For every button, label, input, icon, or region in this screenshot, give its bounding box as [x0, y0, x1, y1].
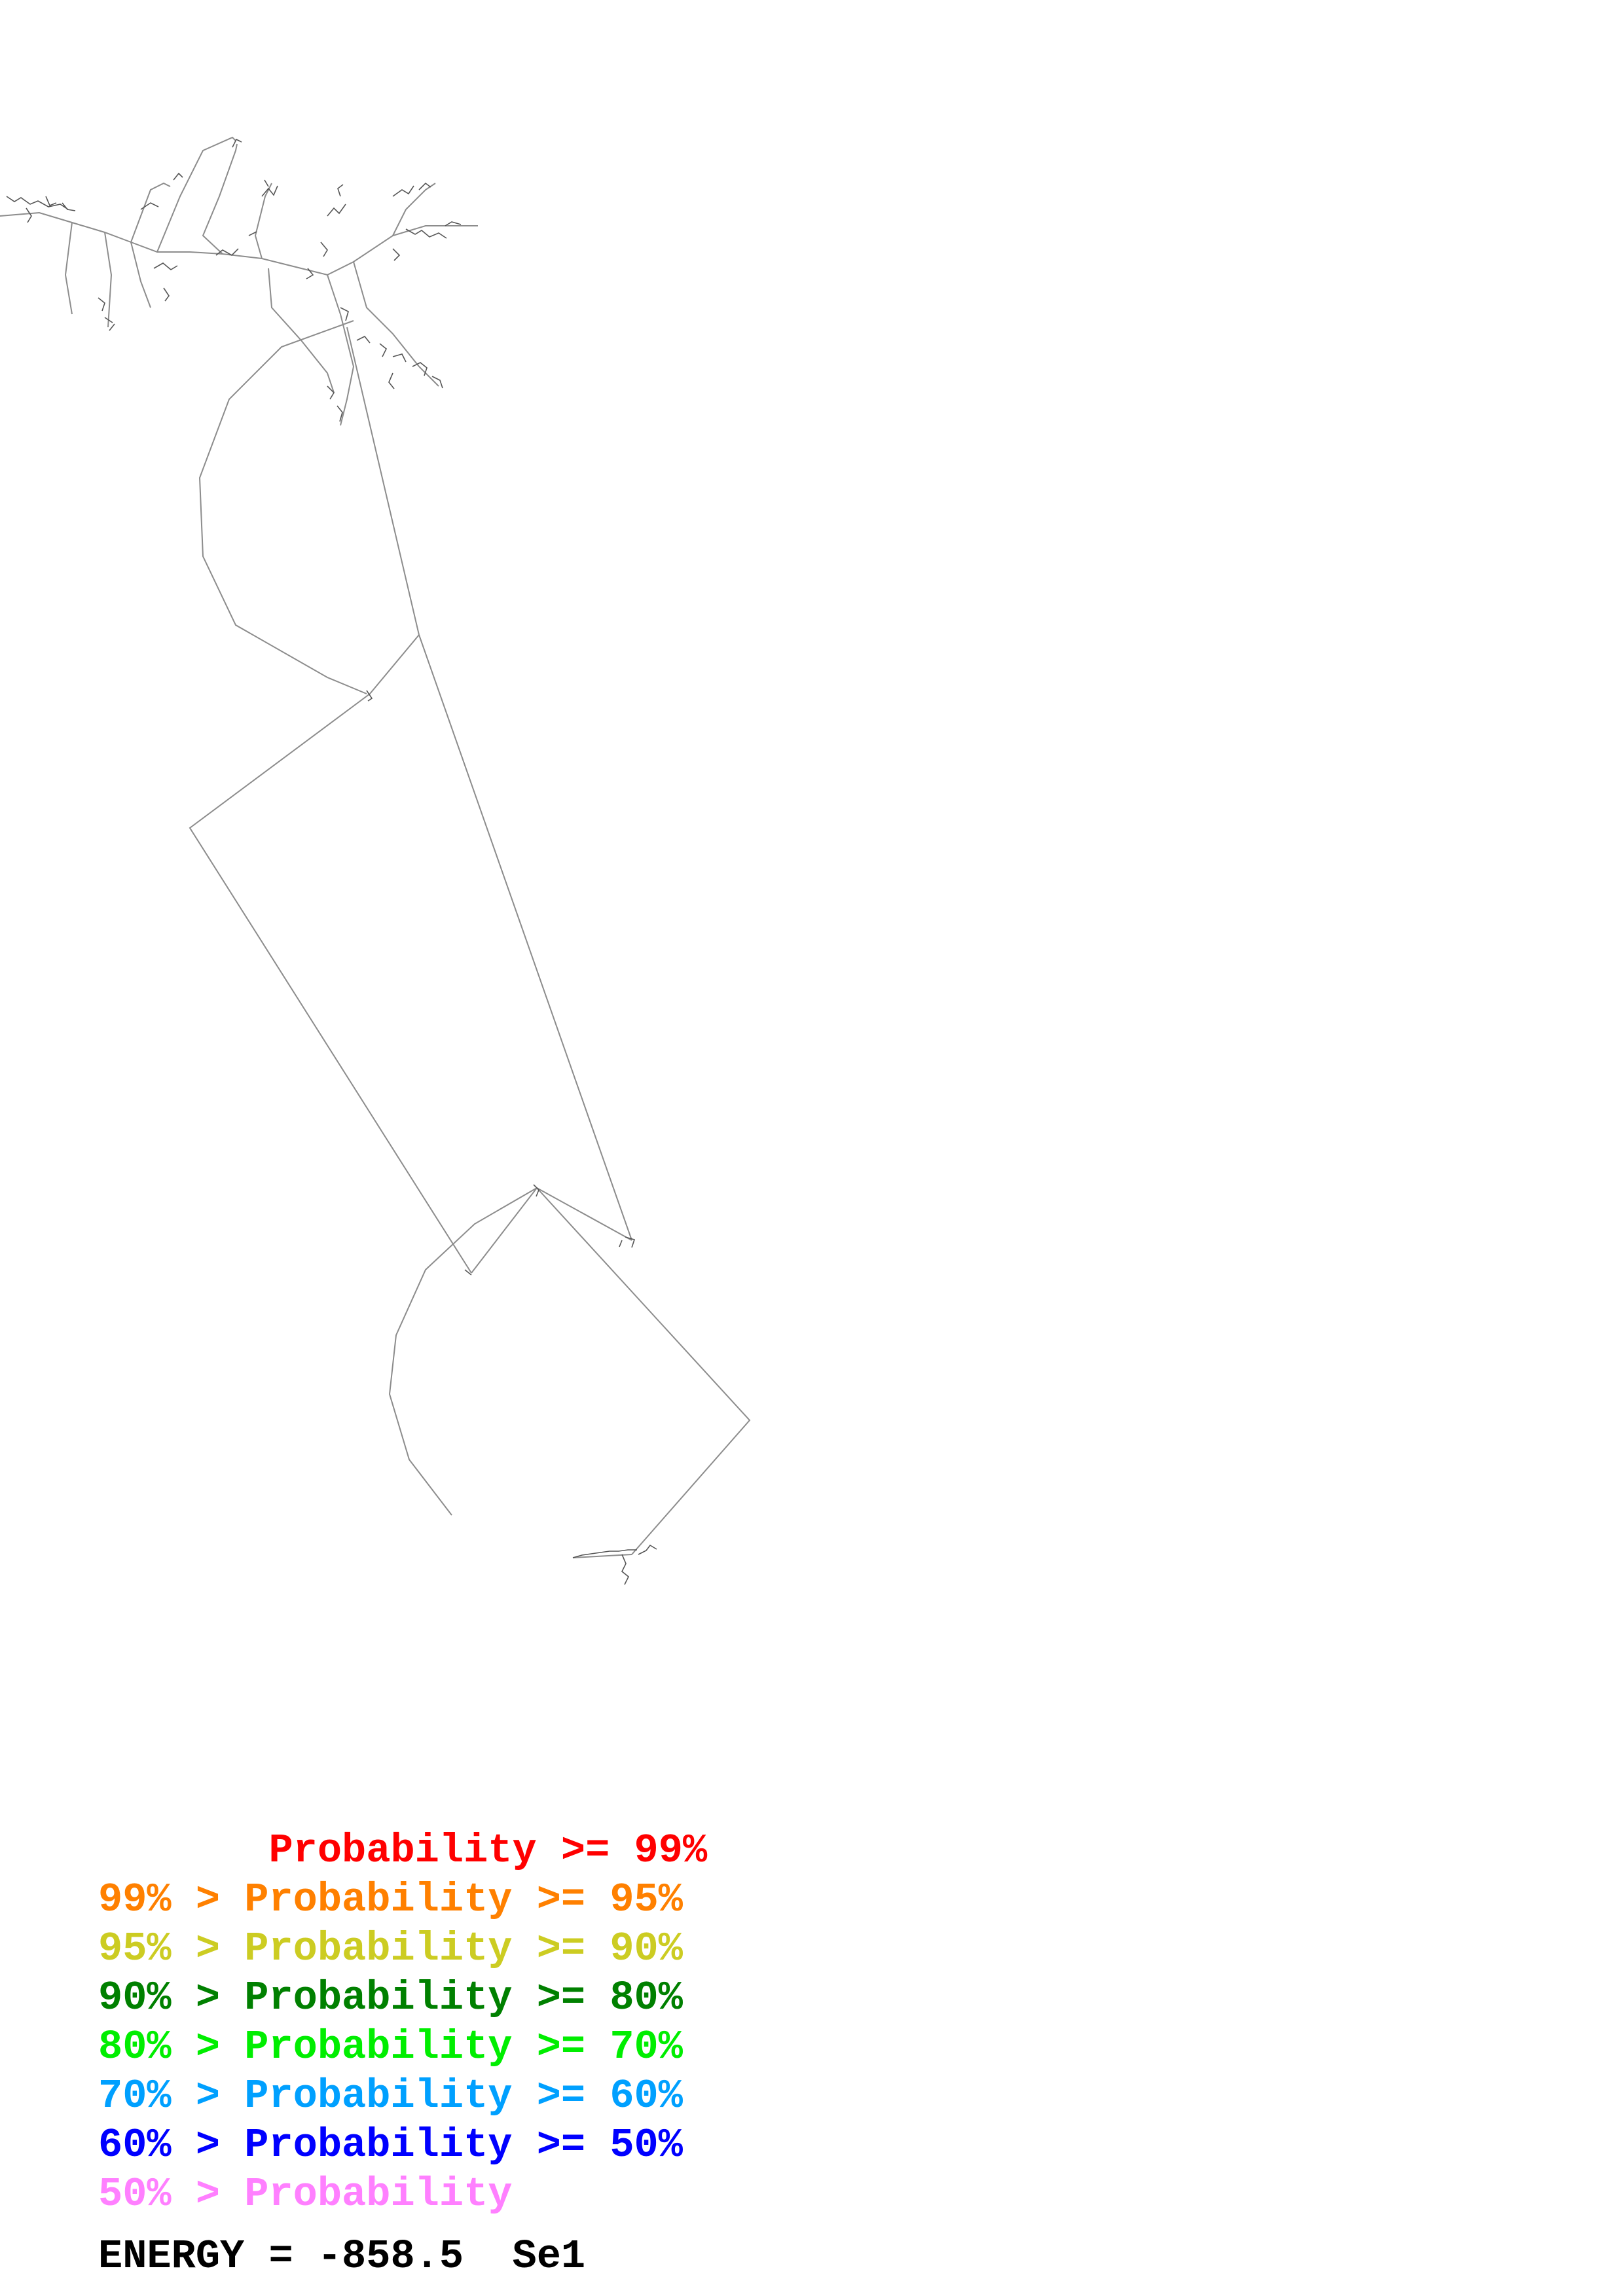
legend-row-50: 60% > Probability >= 50% [98, 2122, 683, 2168]
legend-row-below-50: 50% > Probability [98, 2171, 513, 2217]
legend-row-60: 70% > Probability >= 60% [98, 2073, 683, 2119]
middle-domain [189, 634, 751, 1558]
upper-domain [0, 136, 478, 694]
energy-label: ENERGY = -858.5 Se1 [98, 2233, 586, 2280]
probability-legend: Probability >= 99% 99% > Probability >= … [98, 1826, 707, 2219]
detail-clusters [6, 138, 657, 1585]
legend-row-80: 90% > Probability >= 80% [98, 1975, 683, 2021]
legend-row-70: 80% > Probability >= 70% [98, 2024, 683, 2070]
legend-row-90: 95% > Probability >= 90% [98, 1926, 683, 1972]
legend-row-95: 99% > Probability >= 95% [98, 1876, 683, 1923]
legend-row-99: Probability >= 99% [98, 1827, 708, 1874]
